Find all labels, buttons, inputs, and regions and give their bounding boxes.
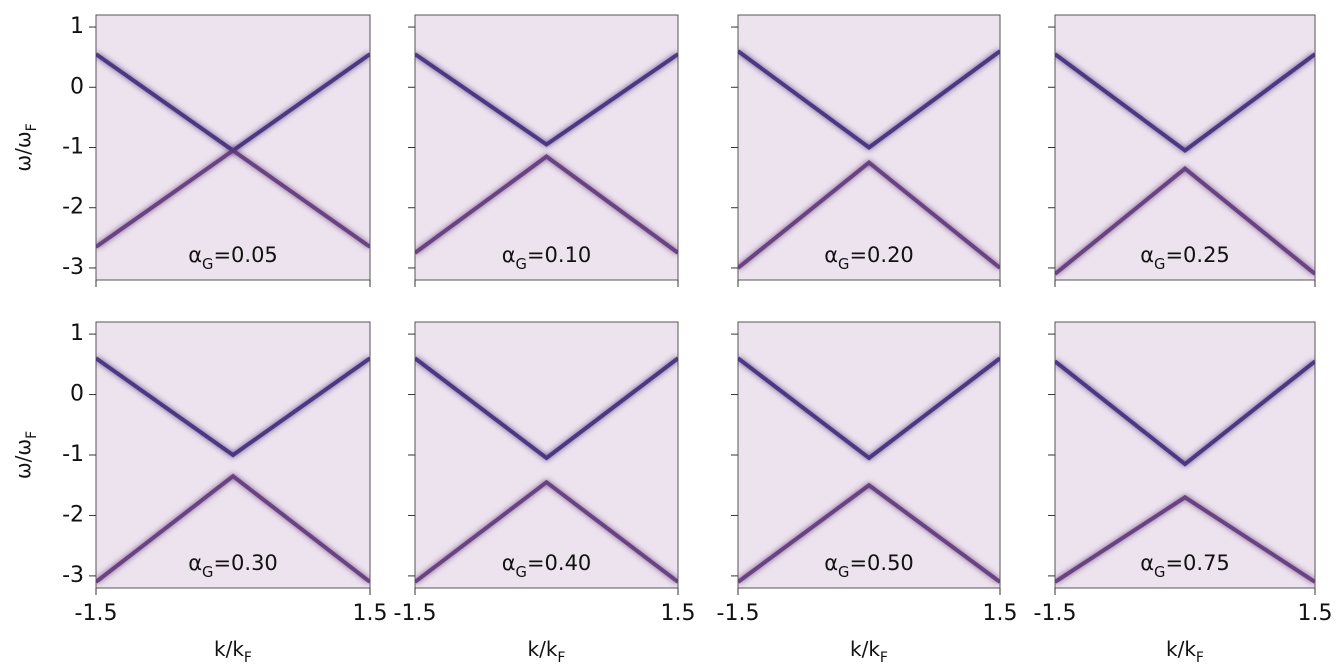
- x-axis-label: k/kF: [850, 637, 888, 667]
- annotation-part: =0.05: [213, 243, 277, 267]
- annotation-part: G: [1154, 564, 1165, 581]
- annotation-part: =0.30: [213, 551, 277, 575]
- x-axis-label: k/kF: [528, 637, 566, 667]
- x-axis-label: k/kF: [1166, 637, 1204, 667]
- x-axis-label-part: F: [557, 650, 565, 666]
- annotation-part: =0.50: [849, 551, 913, 575]
- annotation-part: =0.20: [849, 243, 913, 267]
- plot-area: [738, 322, 1000, 588]
- y-tick-label: -3: [62, 255, 84, 280]
- x-tick-label: -1.5: [1034, 601, 1077, 626]
- x-axis-label-part: F: [1196, 650, 1204, 666]
- x-axis-label-part: F: [244, 650, 252, 666]
- y-tick-label: 0: [70, 74, 84, 99]
- annotation-part: α: [502, 551, 516, 575]
- y-tick-label: -2: [62, 502, 84, 527]
- plot-area: [415, 15, 678, 280]
- y-tick-label: -3: [62, 563, 84, 588]
- x-axis-label-part: k/k: [850, 637, 880, 661]
- annotation-part: =0.10: [527, 243, 591, 267]
- annotation-part: α: [824, 551, 838, 575]
- y-axis-label: ω/ωF: [11, 431, 41, 479]
- annotation-part: =0.25: [1165, 243, 1229, 267]
- y-axis-label-part: F: [24, 123, 40, 131]
- plot-area: [96, 15, 370, 280]
- annotation-part: α: [824, 243, 838, 267]
- x-axis-label: k/kF: [214, 637, 252, 667]
- plot-area: [415, 322, 678, 588]
- x-tick-label: 1.5: [661, 601, 696, 626]
- annotation-part: G: [202, 564, 213, 581]
- y-tick-label: 1: [70, 321, 84, 346]
- figure: 10-1-2-3αG=0.05ω/ωFαG=0.10αG=0.20αG=0.25…: [0, 0, 1338, 668]
- annotation-part: α: [502, 243, 516, 267]
- annotation-part: =0.40: [527, 551, 591, 575]
- annotation-part: G: [516, 256, 527, 273]
- plot-area: [1055, 322, 1315, 588]
- annotation-part: α: [1140, 551, 1154, 575]
- y-tick-label: -1: [62, 135, 84, 160]
- y-tick-label: 1: [70, 14, 84, 39]
- x-tick-label: 1.5: [983, 601, 1018, 626]
- y-tick-label: -1: [62, 442, 84, 467]
- y-tick-label: -2: [62, 195, 84, 220]
- annotation-part: =0.75: [1165, 551, 1229, 575]
- annotation-part: G: [1154, 256, 1165, 273]
- y-axis-label-part: F: [24, 431, 40, 439]
- annotation-part: α: [1140, 243, 1154, 267]
- y-axis-label: ω/ωF: [11, 123, 41, 171]
- x-axis-label-part: k/k: [528, 637, 558, 661]
- x-axis-label-part: F: [880, 650, 888, 666]
- annotation-part: α: [188, 243, 202, 267]
- x-axis-label-part: k/k: [1166, 637, 1196, 661]
- annotation-part: G: [838, 256, 849, 273]
- x-axis-label-part: k/k: [214, 637, 244, 661]
- y-axis-label-part: ω/ω: [11, 131, 35, 171]
- annotation-part: G: [838, 564, 849, 581]
- annotation-part: G: [516, 564, 527, 581]
- annotation-part: G: [202, 256, 213, 273]
- x-tick-label: 1.5: [1298, 601, 1333, 626]
- x-tick-label: -1.5: [75, 601, 118, 626]
- x-tick-label: -1.5: [394, 601, 437, 626]
- y-tick-label: 0: [70, 382, 84, 407]
- annotation-part: α: [188, 551, 202, 575]
- x-tick-label: -1.5: [717, 601, 760, 626]
- x-tick-label: 1.5: [353, 601, 388, 626]
- y-axis-label-part: ω/ω: [11, 439, 35, 479]
